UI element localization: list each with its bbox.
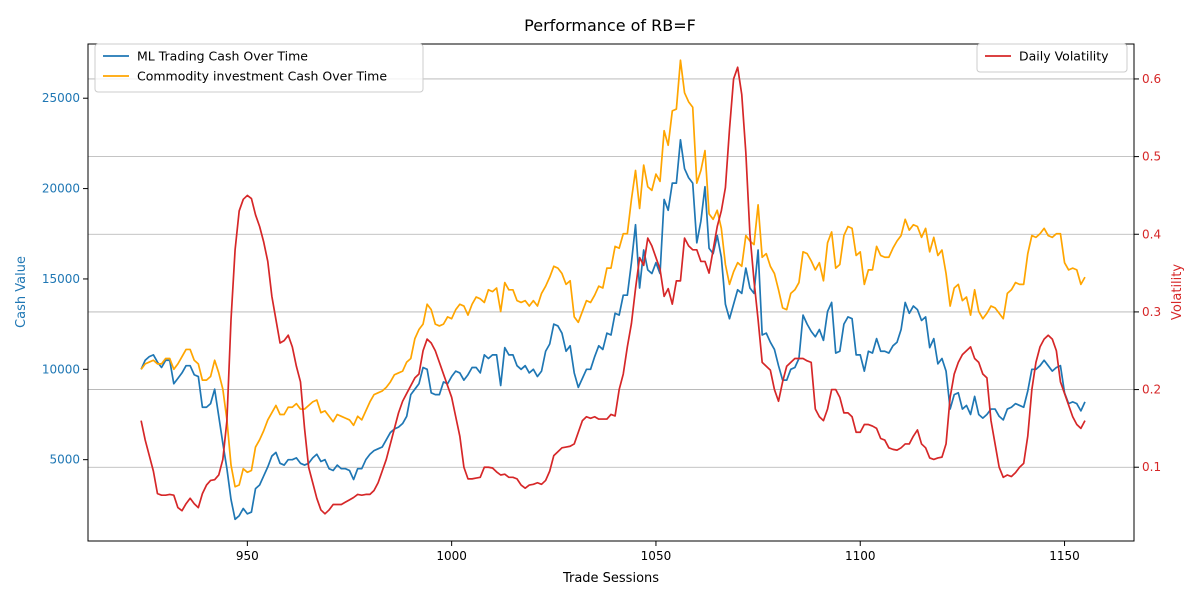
plot-frame bbox=[87, 43, 1135, 542]
series-line-ml-trading-cash-over-time bbox=[140, 138, 1086, 521]
y-right-tick-label: 0.3 bbox=[1142, 305, 1161, 319]
y-right-tick-label: 0.4 bbox=[1142, 227, 1161, 241]
x-tick-label: 1000 bbox=[436, 549, 467, 563]
y-left-tick-label: 15000 bbox=[42, 272, 80, 286]
y-right-tick-label: 0.1 bbox=[1142, 460, 1161, 474]
y-right-tick-label: 0.6 bbox=[1142, 72, 1161, 86]
legend-left: ML Trading Cash Over Time Commodity inves… bbox=[94, 43, 424, 93]
series-line-commodity-investment-cash-over-time bbox=[140, 59, 1086, 488]
series-line-daily-volatility bbox=[140, 66, 1086, 515]
legend-entry: ML Trading Cash Over Time bbox=[137, 49, 308, 64]
y-left-tick-label: 20000 bbox=[42, 182, 80, 196]
chart-title: Performance of RB=F bbox=[524, 16, 696, 35]
legend-box bbox=[94, 43, 424, 93]
y-right-tick-label: 0.5 bbox=[1142, 150, 1161, 164]
y-left-tick-label: 25000 bbox=[42, 91, 80, 105]
legend-box bbox=[976, 43, 1128, 73]
legend-entry: Commodity investment Cash Over Time bbox=[137, 69, 387, 84]
x-tick-label: 1050 bbox=[641, 549, 672, 563]
legend-entry: Daily Volatility bbox=[1019, 49, 1109, 64]
y-axis-right: 0.1 0.2 0.3 0.4 0.5 0.6 bbox=[1134, 72, 1161, 474]
y-axis-left-label: Cash Value bbox=[14, 256, 29, 328]
series-lines bbox=[140, 59, 1086, 521]
legend-right: Daily Volatility bbox=[976, 43, 1128, 73]
y-axis-right-label: Volatility bbox=[1170, 264, 1185, 320]
x-tick-label: 950 bbox=[236, 549, 259, 563]
y-right-tick-label: 0.2 bbox=[1142, 383, 1161, 397]
y-left-tick-label: 10000 bbox=[42, 362, 80, 376]
y-left-tick-label: 5000 bbox=[49, 453, 80, 467]
y-axis-left: 5000 10000 15000 20000 25000 bbox=[42, 91, 88, 467]
x-axis: 950 1000 1050 1100 1150 bbox=[236, 541, 1080, 563]
x-axis-label: Trade Sessions bbox=[562, 571, 659, 586]
x-tick-label: 1150 bbox=[1049, 549, 1080, 563]
x-tick-label: 1100 bbox=[845, 549, 876, 563]
